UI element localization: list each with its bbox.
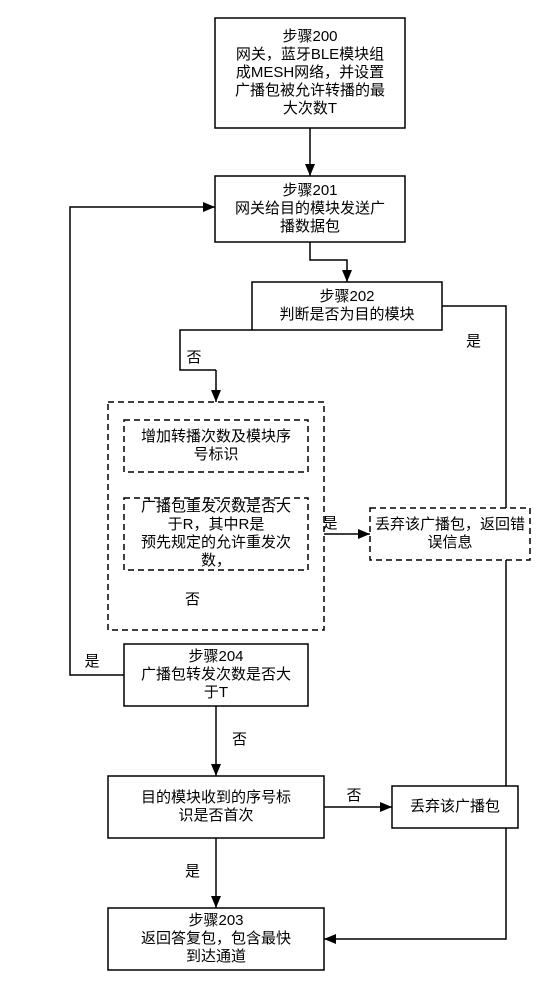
svg-text:步骤203: 步骤203 [188,912,243,929]
svg-text:否: 否 [186,349,201,366]
svg-text:是: 是 [466,333,481,350]
svg-text:是: 是 [322,515,337,532]
svg-text:数，: 数， [201,552,231,569]
svg-text:成MESH网络，并设置: 成MESH网络，并设置 [236,64,384,81]
svg-text:广播包被允许转播的最: 广播包被允许转播的最 [235,82,385,99]
svg-text:步骤201: 步骤201 [282,182,337,199]
svg-text:否: 否 [232,731,247,748]
svg-text:步骤202: 步骤202 [319,288,374,305]
svg-text:播数据包: 播数据包 [280,218,340,235]
svg-text:广播包重发次数是否大: 广播包重发次数是否大 [141,498,291,515]
svg-text:识是否首次: 识是否首次 [178,807,253,824]
svg-text:网关给目的模块发送广: 网关给目的模块发送广 [235,200,385,217]
svg-text:丢弃该广播包，返回错: 丢弃该广播包，返回错 [375,516,525,533]
svg-text:于T: 于T [204,684,228,701]
svg-text:丢弃该广播包: 丢弃该广播包 [410,798,500,815]
svg-text:大次数T: 大次数T [283,100,337,117]
svg-text:否: 否 [346,787,361,804]
svg-text:判断是否为目的模块: 判断是否为目的模块 [279,306,414,323]
svg-text:返回答复包，包含最快: 返回答复包，包含最快 [141,929,291,947]
svg-text:目的模块收到的序号标: 目的模块收到的序号标 [141,789,291,806]
svg-text:广播包转发次数是否大: 广播包转发次数是否大 [141,666,291,683]
svg-text:到达通道: 到达通道 [186,948,246,965]
svg-text:误信息: 误信息 [427,534,472,551]
svg-text:步骤200: 步骤200 [282,28,337,45]
svg-text:于R，其中R是: 于R，其中R是 [168,516,265,533]
svg-text:是: 是 [84,653,99,670]
svg-text:步骤204: 步骤204 [188,648,243,665]
svg-text:否: 否 [185,591,200,608]
svg-text:号标识: 号标识 [193,446,238,463]
svg-text:增加转播次数及模块序: 增加转播次数及模块序 [141,428,291,445]
svg-text:预先规定的允许重发次: 预先规定的允许重发次 [141,534,291,551]
svg-text:是: 是 [185,863,200,880]
svg-text:网关，蓝牙BLE模块组: 网关，蓝牙BLE模块组 [236,46,384,63]
